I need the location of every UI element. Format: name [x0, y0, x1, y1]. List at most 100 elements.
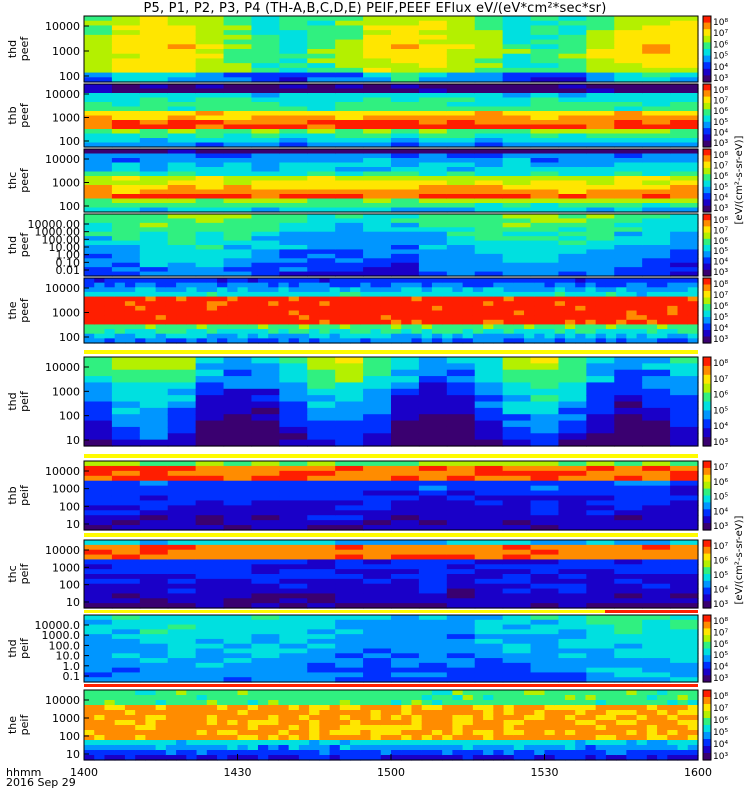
- spectrogram-cell: [350, 324, 361, 330]
- spectrogram-cell: [616, 740, 627, 746]
- spectrogram-cell: [84, 677, 113, 683]
- spectrogram-cell: [370, 287, 382, 293]
- colorbar-tick-label: 10⁸: [713, 18, 728, 28]
- spectrogram-cell: [626, 291, 638, 298]
- spectrogram-cell: [442, 291, 453, 298]
- spectrogram-cell: [139, 662, 169, 669]
- spectrogram-cell: [502, 510, 532, 516]
- spectrogram-cell: [474, 162, 504, 168]
- spectrogram-cell: [360, 750, 372, 756]
- spectrogram-cell: [114, 301, 126, 307]
- spectrogram-cell: [431, 301, 443, 307]
- spectrogram-cell: [474, 603, 504, 609]
- spectrogram-cell: [502, 490, 532, 497]
- spectrogram-cell: [530, 120, 560, 126]
- spectrogram-cell: [84, 662, 113, 669]
- spectrogram-cell: [307, 214, 336, 220]
- spectrogram-cell: [114, 282, 126, 288]
- colorbar-swatch: [703, 325, 711, 329]
- spectrogram-cell: [251, 376, 280, 384]
- spectrogram-cell: [307, 465, 336, 472]
- spectrogram-cell: [279, 619, 308, 626]
- spectrogram-cell: [391, 461, 420, 467]
- spectrogram-cell: [646, 287, 658, 293]
- spectrogram-cell: [84, 227, 113, 233]
- spectrogram-cell: [636, 700, 648, 706]
- spectrogram-cell: [411, 710, 423, 716]
- spectrogram-cell: [586, 88, 615, 94]
- spectrogram-cell: [502, 588, 532, 595]
- spectrogram-cell: [335, 376, 364, 384]
- colorbar-swatch: [703, 117, 711, 121]
- spectrogram-cell: [544, 287, 556, 293]
- spectrogram-cell: [380, 282, 392, 288]
- spectrogram-cell: [167, 564, 197, 570]
- spectrogram-cell: [670, 619, 699, 626]
- spectrogram-cell: [391, 106, 420, 112]
- spectrogram-cell: [524, 296, 535, 302]
- spectrogram-cell: [452, 725, 464, 731]
- x-tick-label: 1430: [224, 766, 252, 779]
- spectrogram-cell: [667, 735, 679, 741]
- spectrogram-cell: [446, 267, 476, 273]
- spectrogram-cell: [401, 700, 413, 706]
- spectrogram-cell: [446, 227, 476, 233]
- spectrogram-cell: [139, 25, 169, 31]
- spectrogram-cell: [363, 72, 392, 78]
- spectrogram-cell: [139, 653, 169, 659]
- spectrogram-cell: [474, 667, 504, 674]
- spectrogram-cell: [605, 710, 617, 716]
- spectrogram-cell: [307, 189, 336, 195]
- spectrogram-cell: [363, 138, 392, 144]
- spectrogram-cell: [524, 338, 535, 344]
- spectrogram-cell: [350, 740, 361, 746]
- spectrogram-cell: [418, 180, 448, 186]
- spectrogram-cell: [544, 740, 556, 746]
- spectrogram-cell: [223, 515, 253, 521]
- spectrogram-cell: [309, 324, 320, 330]
- spectrogram-cell: [418, 149, 448, 155]
- spectrogram-cell: [145, 315, 157, 321]
- spectrogram-cell: [307, 583, 336, 590]
- spectrogram-cell: [474, 227, 504, 233]
- colorbar-tick-label: 10⁸: [713, 280, 728, 290]
- colorbar-swatch: [703, 24, 711, 28]
- spectrogram-cell: [421, 291, 433, 298]
- spectrogram-cell: [124, 338, 136, 344]
- colorbar-swatch: [703, 666, 711, 670]
- spectrogram-cell: [363, 176, 392, 182]
- spectrogram-cell: [279, 88, 308, 94]
- spectrogram-cell: [544, 755, 556, 761]
- spectrogram-cell: [167, 189, 197, 195]
- spectrogram-cell: [474, 574, 504, 580]
- colorbar-swatch: [703, 314, 711, 318]
- spectrogram-cell: [411, 287, 423, 293]
- colorbar-swatch: [703, 29, 711, 32]
- spectrogram-cell: [363, 544, 392, 551]
- spectrogram-cell: [544, 333, 556, 339]
- spectrogram-cell: [139, 540, 169, 546]
- spectrogram-cell: [530, 214, 560, 220]
- spectrogram-cell: [474, 16, 504, 22]
- spectrogram-cell: [247, 310, 259, 316]
- spectrogram-cell: [502, 106, 532, 112]
- spectrogram-cell: [411, 690, 423, 696]
- colorbar-swatch: [703, 186, 711, 190]
- spectrogram-cell: [84, 333, 95, 339]
- spectrogram-cell: [363, 588, 392, 595]
- spectrogram-cell: [223, 258, 253, 264]
- spectrogram-cell: [195, 505, 225, 511]
- spectrogram-cell: [642, 106, 671, 112]
- spectrogram-cell: [319, 287, 331, 293]
- spectrogram-cell: [687, 333, 699, 339]
- colorbar-swatch: [703, 257, 711, 261]
- spectrogram-cell: [257, 700, 269, 706]
- y-tick-label: 10000.0: [35, 619, 81, 632]
- spectrogram-cell: [84, 559, 113, 565]
- spectrogram-cell: [335, 426, 364, 434]
- spectrogram-cell: [223, 593, 253, 599]
- spectrogram-cell: [139, 433, 169, 441]
- spectrogram-cell: [251, 176, 280, 182]
- y-tick-label: 10000: [45, 361, 80, 374]
- spectrogram-cell: [223, 189, 253, 195]
